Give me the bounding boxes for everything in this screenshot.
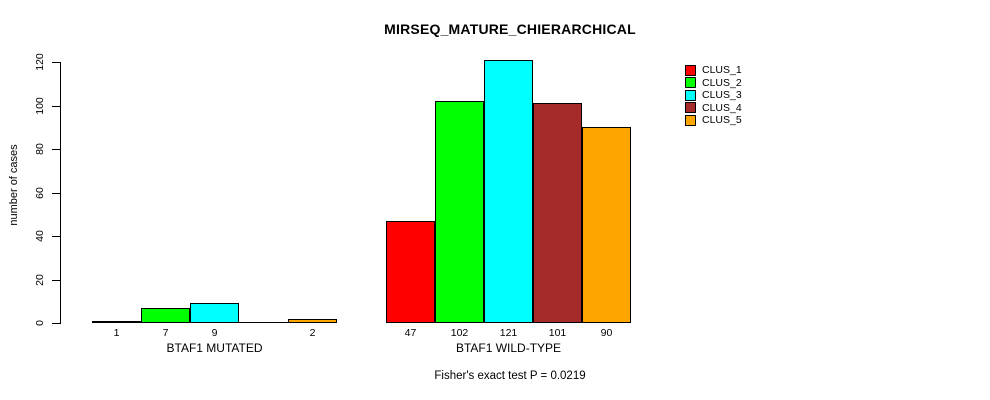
bar-value-label: 47	[404, 327, 417, 339]
legend-row: CLUS_1	[685, 64, 742, 77]
bar-clus_3-group2	[484, 60, 533, 323]
y-tick-label: 60	[34, 186, 46, 199]
bar-clus_3-group1	[190, 303, 239, 323]
bar-clus_1-group1	[92, 321, 141, 323]
bar-value-label: 102	[450, 327, 469, 339]
legend-label: CLUS_5	[702, 114, 742, 126]
legend-label: CLUS_1	[702, 64, 742, 76]
legend-swatch-clus_4	[685, 102, 696, 114]
chart-title: MIRSEQ_MATURE_CHIERARCHICAL	[384, 21, 636, 37]
y-tick-mark	[52, 279, 60, 281]
bar-value-label: 7	[162, 327, 169, 339]
y-tick-label: 120	[34, 53, 46, 71]
y-axis-line	[60, 62, 61, 324]
bar-clus_5-group2	[582, 127, 631, 323]
legend-row: CLUS_3	[685, 89, 742, 102]
legend-label: CLUS_2	[702, 76, 742, 89]
bar-clus_2-group2	[435, 101, 484, 323]
bar-clus_2-group1	[141, 308, 190, 323]
y-tick-mark	[52, 323, 60, 324]
legend-swatch-clus_1	[685, 64, 696, 76]
y-tick-mark	[52, 192, 60, 194]
fisher-test-annotation: Fisher's exact test P = 0.0219	[434, 370, 586, 382]
bar-clus_4-group1-zero	[239, 322, 288, 323]
bar-value-label: 90	[600, 327, 613, 339]
bar-clus_1-group2	[386, 221, 435, 323]
y-tick-mark	[52, 62, 60, 63]
bar-value-label: 121	[499, 327, 518, 339]
bar-value-label: 101	[548, 327, 567, 339]
y-tick-mark	[52, 149, 60, 150]
legend-label: CLUS_4	[702, 101, 742, 114]
legend-swatch-clus_2	[685, 77, 696, 89]
legend-swatch-clus_5	[685, 114, 696, 126]
group-label-2: BTAF1 WILD-TYPE	[455, 341, 562, 355]
bar-value-label: 9	[211, 327, 218, 339]
bar-clus_4-group2	[533, 103, 582, 323]
group-label-1: BTAF1 MUTATED	[166, 341, 263, 355]
y-tick-label: 100	[34, 96, 46, 115]
y-tick-label: 80	[34, 143, 46, 155]
bar-value-label: 2	[309, 327, 316, 339]
y-tick-mark	[52, 105, 60, 107]
bar-clus_5-group1	[288, 319, 337, 323]
legend-swatch-clus_3	[685, 89, 696, 101]
y-tick-label: 20	[34, 273, 46, 286]
y-tick-label: 40	[34, 230, 46, 242]
legend-row: CLUS_4	[685, 102, 742, 115]
legend-label: CLUS_3	[702, 89, 742, 101]
legend: CLUS_1 CLUS_2 CLUS_3 CLUS_4 CLUS_5	[685, 64, 742, 127]
y-tick-label: 0	[34, 320, 46, 326]
legend-row: CLUS_5	[685, 114, 742, 127]
legend-row: CLUS_2	[685, 77, 742, 90]
y-tick-mark	[52, 236, 60, 237]
bar-value-label: 1	[113, 327, 120, 339]
